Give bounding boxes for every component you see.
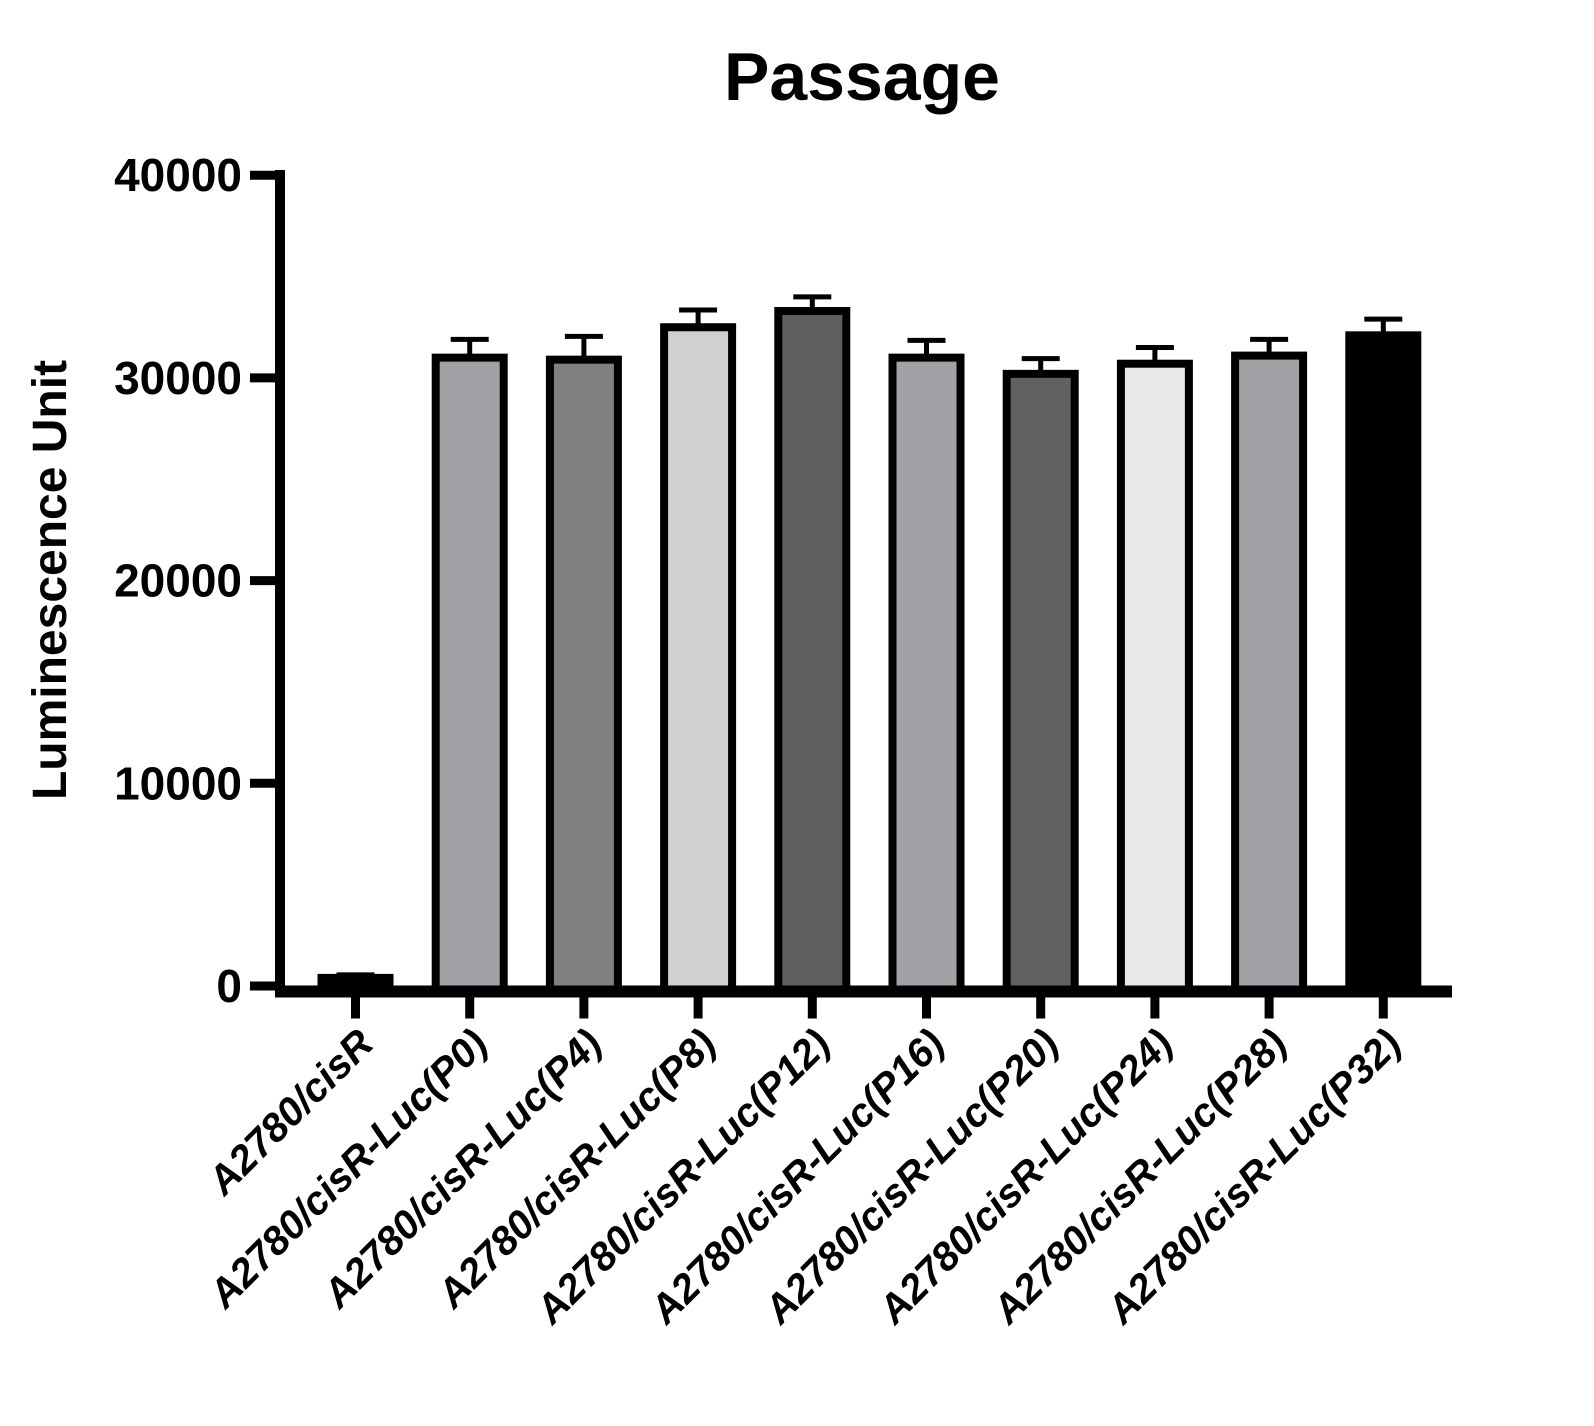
bar: [1231, 351, 1308, 998]
bar: [545, 355, 622, 998]
chart-title: Passage: [724, 39, 1000, 115]
y-tick-label: 0: [216, 960, 242, 1012]
bar: [1116, 359, 1193, 998]
y-tick-label: 40000: [114, 149, 242, 201]
tick-labels-layer: A2780/cisRA2780/cisR-Luc(P0)A2780/cisR-L…: [114, 149, 1410, 1333]
axes-layer: [250, 170, 1452, 1019]
y-tick-label: 20000: [114, 555, 242, 607]
bars-layer: [317, 307, 1422, 998]
bar: [888, 353, 965, 998]
bar: [1002, 369, 1079, 998]
bar: [431, 353, 508, 998]
bar: [660, 323, 737, 998]
y-tick-label: 10000: [114, 757, 242, 809]
bar: [774, 307, 851, 998]
y-tick-label: 30000: [114, 352, 242, 404]
y-axis-label: Luminescence Unit: [24, 360, 77, 800]
bar: [1345, 331, 1422, 998]
